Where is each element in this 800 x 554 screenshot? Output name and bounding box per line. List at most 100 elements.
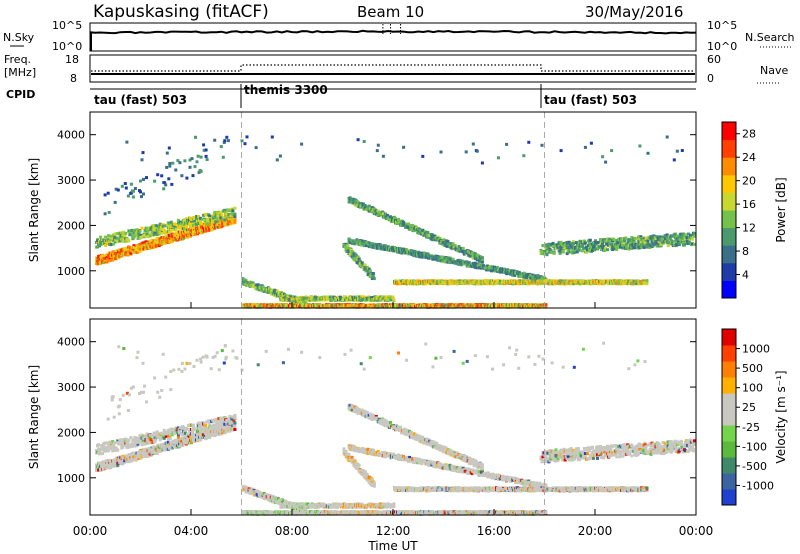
heatmap-cell (195, 225, 198, 229)
heatmap-cell (104, 235, 108, 239)
heatmap-cell (325, 297, 329, 301)
heatmap-cell (231, 212, 235, 216)
heatmap-cell (410, 249, 414, 253)
heatmap-cell (444, 242, 448, 246)
heatmap-cell (131, 233, 135, 237)
heatmap-cell (383, 244, 387, 248)
heatmap-cell (201, 217, 205, 221)
heatmap-cell (423, 255, 427, 259)
heatmap-cell (168, 222, 172, 226)
heatmap-cell (206, 217, 210, 221)
heatmap-cell (154, 244, 158, 248)
heatmap-cell (115, 236, 119, 240)
heatmap-cell (544, 305, 548, 308)
heatmap-cell (471, 256, 475, 260)
heatmap-cell (350, 197, 354, 201)
heatmap-cell (461, 250, 465, 254)
heatmap-cell (139, 233, 143, 237)
heatmap-cell (280, 297, 284, 301)
nsearch-tick-low: 10^0 (707, 40, 737, 53)
heatmap-cell (228, 209, 232, 213)
heatmap-cell (193, 217, 196, 220)
heatmap-cell (458, 259, 462, 263)
nsky-label: N.Sky (3, 31, 35, 44)
heatmap-cell (223, 218, 227, 222)
heatmap-cell (450, 244, 454, 248)
station-title: Kapuskasing (fitACF) (93, 2, 269, 22)
heatmap-cell (110, 242, 114, 246)
heatmap-cell (107, 234, 111, 238)
heatmap-cell (391, 216, 394, 220)
heatmap-cell (385, 213, 389, 217)
heatmap-cell (499, 270, 502, 274)
heatmap-cell (385, 295, 389, 299)
heatmap-cell (421, 228, 425, 232)
heatmap-cell (480, 258, 484, 262)
heatmap-cell (96, 258, 100, 262)
heatmap-cell (347, 200, 351, 204)
heatmap-cell (98, 244, 102, 248)
heatmap-cell (161, 224, 165, 228)
heatmap-cell (132, 230, 136, 234)
heatmap-cell (116, 232, 120, 236)
heatmap-cell (150, 230, 154, 234)
heatmap-cell (431, 257, 435, 261)
freq-unit: [MHz] (4, 66, 36, 79)
heatmap-cell (344, 295, 347, 299)
heatmap-cell (166, 236, 170, 240)
heatmap-cell (106, 241, 110, 245)
heatmap-cell (203, 224, 207, 228)
freq-label: Freq. (4, 53, 31, 66)
heatmap-cell (536, 274, 540, 278)
heatmap-cell (127, 229, 131, 233)
heatmap-cell (216, 217, 220, 221)
heatmap-cell (179, 235, 183, 239)
heatmap-cell (476, 254, 480, 258)
heatmap-cell (222, 216, 226, 220)
heatmap-cell (103, 241, 107, 245)
heatmap-cell (109, 238, 113, 242)
heatmap-cell (228, 218, 232, 221)
heatmap-cell (206, 219, 210, 223)
heatmap-cell (381, 212, 385, 216)
heatmap-cell (205, 227, 209, 231)
cpid-label: CPID (6, 88, 35, 101)
heatmap-cell (122, 230, 126, 234)
heatmap-cell (193, 219, 196, 223)
heatmap-cell (265, 288, 269, 291)
heatmap-cell (138, 249, 142, 253)
heatmap-cell (426, 231, 430, 234)
heatmap-cell (523, 271, 527, 275)
heatmap-cell (438, 236, 442, 240)
heatmap-cell (270, 289, 274, 293)
heatmap-cell (154, 231, 158, 235)
heatmap-cell (399, 247, 403, 251)
heatmap-cell (187, 220, 190, 224)
heatmap-cell (196, 232, 200, 236)
heatmap-cell (201, 224, 205, 228)
heatmap-cell (223, 208, 227, 212)
heatmap-cell (388, 298, 392, 302)
nave-line (91, 64, 695, 72)
heatmap-cell (397, 221, 400, 225)
heatmap-cell (229, 214, 233, 218)
heatmap-cell (112, 238, 116, 242)
heatmap-cell (208, 214, 212, 218)
heatmap-cell (393, 249, 396, 253)
heatmap-cell (273, 289, 277, 293)
heatmap-cell (184, 221, 188, 225)
heatmap-cell (165, 223, 169, 227)
heatmap-cell (118, 239, 122, 243)
heatmap-cell (415, 226, 419, 230)
heatmap-cell (192, 224, 195, 227)
heatmap-cell (373, 243, 377, 246)
heatmap-cell (144, 247, 148, 251)
heatmap-cell (361, 203, 365, 206)
heatmap-cell (441, 255, 445, 259)
nsky-panel-frame (89, 22, 697, 52)
heatmap-cell (412, 254, 416, 258)
heatmap-cell (174, 227, 178, 231)
heatmap-cell (96, 239, 100, 243)
cpid-segment-2: themis 3300 (244, 83, 328, 97)
